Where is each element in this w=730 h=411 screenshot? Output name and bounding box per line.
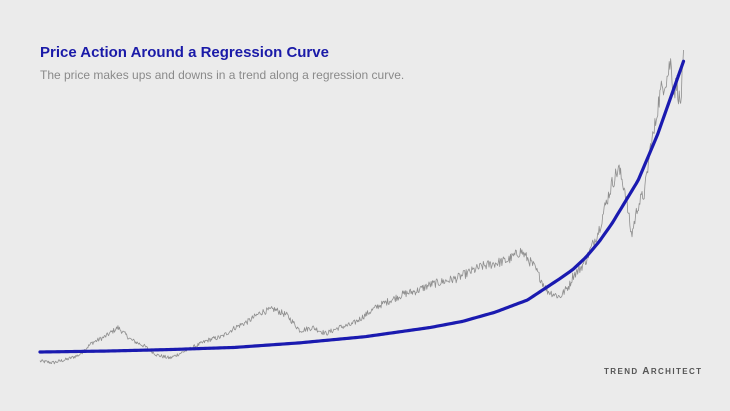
chart-title: Price Action Around a Regression Curve bbox=[40, 44, 329, 61]
price-series-line bbox=[39, 49, 684, 365]
chart-subtitle: The price makes ups and downs in a trend… bbox=[40, 68, 405, 82]
brand-logo: TREND ARCHITECT bbox=[604, 366, 702, 377]
brand-cap: A bbox=[642, 366, 651, 377]
brand-word-rest: RCHITECT bbox=[650, 367, 703, 376]
regression-curve-line bbox=[38, 59, 686, 354]
price-layer bbox=[39, 49, 684, 365]
curve-layer bbox=[38, 59, 686, 354]
brand-word-first: TREND bbox=[604, 367, 639, 376]
